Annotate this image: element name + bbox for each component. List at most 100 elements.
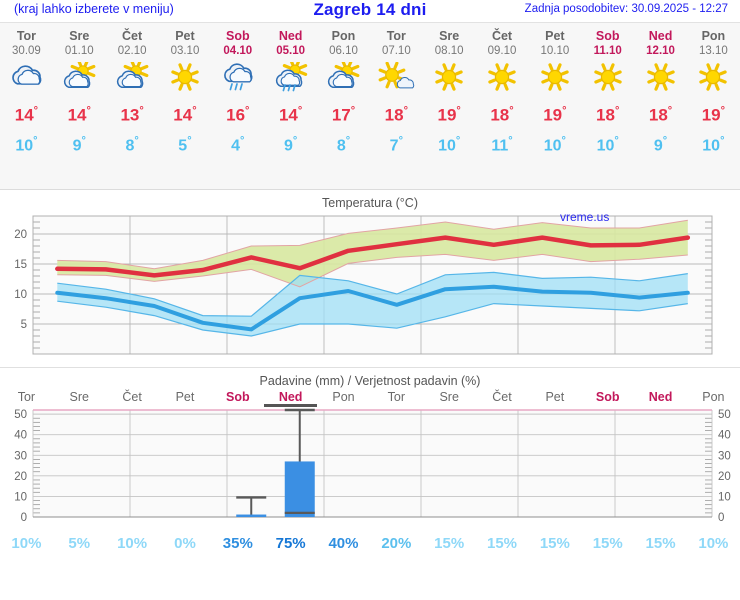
- max-temp-value: 19°: [701, 105, 726, 125]
- max-temp-value: 19°: [437, 105, 461, 125]
- precip-day-label-2[interactable]: Čet: [122, 390, 142, 404]
- precip-probability-11: 15%: [592, 535, 623, 552]
- day-min-temp-3: 5°: [159, 129, 212, 158]
- precip-bar-4: [236, 514, 267, 517]
- y-tick-label: 10: [14, 289, 27, 301]
- day-header-10[interactable]: Pet 10.10: [528, 23, 581, 58]
- sunny-icon: [687, 58, 740, 98]
- y-tick-label-left: 20: [14, 471, 27, 483]
- day-max-temp-6: 17°: [317, 98, 370, 129]
- precip-day-label-0[interactable]: Tor: [17, 390, 36, 404]
- precip-probability-3: 0%: [174, 535, 196, 552]
- day-header-8[interactable]: Sre 08.10: [423, 23, 476, 58]
- day-date: 01.10: [64, 45, 94, 57]
- y-tick-label: 20: [14, 229, 27, 241]
- day-max-temp-3: 14°: [159, 98, 212, 129]
- day-header-6[interactable]: Pon 06.10: [317, 23, 370, 58]
- max-temp-value: 13°: [120, 105, 144, 125]
- day-max-temp-0: 14°: [0, 98, 53, 129]
- min-temp-value: 10°: [702, 134, 725, 154]
- max-band-lower-edge: [57, 253, 688, 288]
- day-date: 07.10: [381, 45, 411, 57]
- precip-probability-12: 15%: [645, 535, 676, 552]
- day-min-temp-8: 10°: [423, 129, 476, 158]
- day-max-temp-1: 14°: [53, 98, 106, 129]
- temperature-chart: 5 10 15 20 vreme.us: [0, 210, 740, 367]
- precip-probability-4: 35%: [222, 535, 253, 552]
- precip-probability-13: 10%: [698, 535, 729, 552]
- day-name: Ned: [278, 29, 303, 43]
- precip-day-label-12[interactable]: Ned: [648, 390, 673, 404]
- max-band-upper-edge: [57, 219, 688, 270]
- day-date: 04.10: [223, 45, 253, 57]
- min-band-lower-edge: [57, 300, 688, 337]
- day-header-5[interactable]: Ned 05.10: [264, 23, 317, 58]
- max-temp-value: 14°: [173, 105, 197, 125]
- plot-background: [33, 410, 712, 517]
- y-tick-label-left: 50: [14, 409, 27, 421]
- day-max-temp-5: 14°: [264, 98, 317, 129]
- day-header-0[interactable]: Tor 30.09: [0, 23, 53, 58]
- day-name: Tor: [386, 29, 406, 43]
- day-header-13[interactable]: Pon 13.10: [687, 23, 740, 58]
- partly-sunny-icon: [317, 58, 370, 98]
- day-header-9[interactable]: Čet 09.10: [476, 23, 529, 58]
- day-max-temp-12: 18°: [634, 98, 687, 129]
- precip-day-label-8[interactable]: Sre: [439, 390, 459, 404]
- day-header-12[interactable]: Ned 12.10: [634, 23, 687, 58]
- last-updated: Zadnja posodobitev: 30.09.2025 - 12:27: [524, 3, 728, 15]
- day-name: Pet: [545, 29, 565, 43]
- precip-day-label-5[interactable]: Ned: [264, 390, 318, 407]
- precip-day-label-3[interactable]: Pet: [175, 390, 195, 404]
- precip-probability-5: 75%: [275, 535, 306, 552]
- y-tick-label-right: 10: [718, 491, 731, 503]
- day-min-temp-13: 10°: [687, 129, 740, 158]
- precip-bar-5: [284, 461, 315, 517]
- day-header-1[interactable]: Sre 01.10: [53, 23, 106, 58]
- precip-probability-9: 15%: [487, 535, 518, 552]
- day-max-temp-8: 19°: [423, 98, 476, 129]
- max-temp-value: 17°: [331, 105, 356, 125]
- min-temp-value: 11°: [491, 134, 513, 154]
- day-name: Ned: [648, 29, 673, 43]
- max-temp-value: 18°: [596, 105, 620, 125]
- day-max-temp-10: 19°: [528, 98, 581, 129]
- day-date: 11.10: [593, 45, 622, 57]
- max-temp-value: 18°: [648, 105, 673, 125]
- precip-day-label-7[interactable]: Tor: [387, 390, 406, 404]
- day-max-temp-4: 16°: [211, 98, 264, 129]
- precip-day-label-10[interactable]: Pet: [545, 390, 565, 404]
- precip-day-label-11[interactable]: Sob: [595, 390, 620, 404]
- day-name: Čet: [122, 29, 143, 43]
- day-date: 05.10: [276, 45, 306, 57]
- day-min-temp-10: 10°: [528, 129, 581, 158]
- precip-day-label-4[interactable]: Sob: [225, 390, 250, 404]
- precip-probability-8: 15%: [434, 535, 465, 552]
- day-header-7[interactable]: Tor 07.10: [370, 23, 423, 58]
- precip-day-label-13[interactable]: Pon: [702, 390, 725, 404]
- day-min-temp-11: 10°: [581, 129, 634, 158]
- mostly-sunny-icon: [370, 58, 423, 98]
- precip-day-label-1[interactable]: Sre: [69, 390, 89, 404]
- min-temp-value: 5°: [178, 134, 192, 154]
- page-header: (kraj lahko izberete v meniju) Zagreb 14…: [0, 0, 740, 22]
- forecast-days-panel: Tor 30.09 Sre 01.10 Čet 02.10 Pet 03.10 Sob 04.10…: [0, 22, 740, 190]
- day-header-3[interactable]: Pet 03.10: [159, 23, 212, 58]
- sunny-icon: [581, 58, 634, 98]
- day-icons-row: [0, 58, 740, 98]
- day-min-temp-2: 8°: [106, 129, 159, 158]
- day-header-2[interactable]: Čet 02.10: [106, 23, 159, 58]
- day-header-4[interactable]: Sob 04.10: [211, 23, 264, 58]
- precipitation-chart: 0 0 10 10 20 20 30 30 40 40 50 50 10% 5% 10% 0% 35% 75% 4…: [0, 407, 740, 552]
- precipitation-chart-block: Padavine (mm) / Verjetnost padavin (%) T…: [0, 368, 740, 552]
- precip-day-label-6[interactable]: Pon: [332, 390, 355, 404]
- precip-day-label-9[interactable]: Čet: [492, 390, 512, 404]
- day-header-11[interactable]: Sob 11.10: [581, 23, 634, 58]
- day-name: Pon: [701, 29, 726, 43]
- day-date: 30.09: [12, 45, 41, 57]
- day-name: Sob: [225, 29, 250, 43]
- day-tmin-row: 10° 9° 8° 5° 4° 9° 8° 7° 10° 11° 10° 10° 9° 10°: [0, 129, 740, 158]
- day-name: Pet: [175, 29, 195, 43]
- sun-rain-icon: [264, 58, 317, 98]
- precipitation-plot: 0 0 10 10 20 20 30 30 40 40 50 50: [14, 408, 731, 524]
